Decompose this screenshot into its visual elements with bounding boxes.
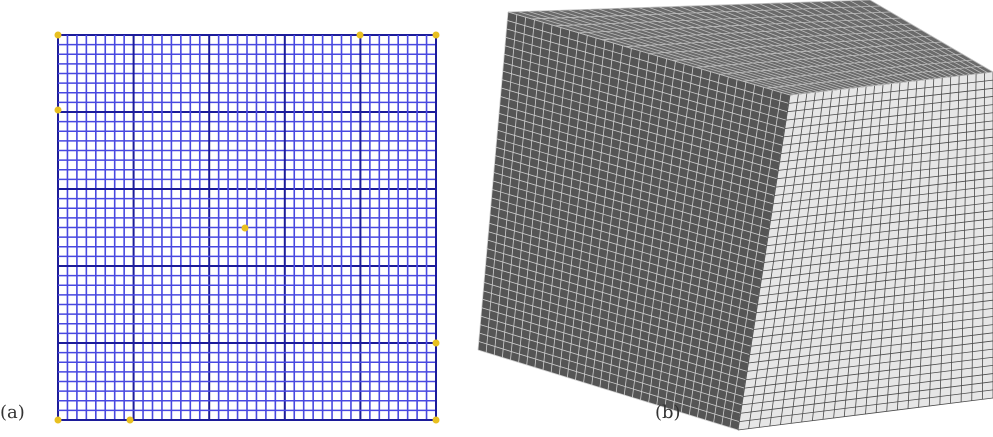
node-marker	[55, 417, 62, 424]
planar-mesh	[55, 32, 440, 424]
page: (a) (b) (() => { const data = JSON.parse…	[0, 0, 993, 437]
figure: (a) (b)	[0, 0, 993, 437]
node-marker	[433, 417, 440, 424]
panel-label: (a)	[0, 402, 25, 423]
node-marker	[127, 417, 134, 424]
cube-mesh	[478, 0, 993, 430]
node-marker	[55, 107, 62, 114]
node-marker	[357, 32, 364, 39]
panel-label: (b)	[655, 402, 681, 423]
node-marker	[433, 340, 440, 347]
node-marker	[433, 32, 440, 39]
node-marker	[55, 32, 62, 39]
node-marker	[242, 225, 249, 232]
